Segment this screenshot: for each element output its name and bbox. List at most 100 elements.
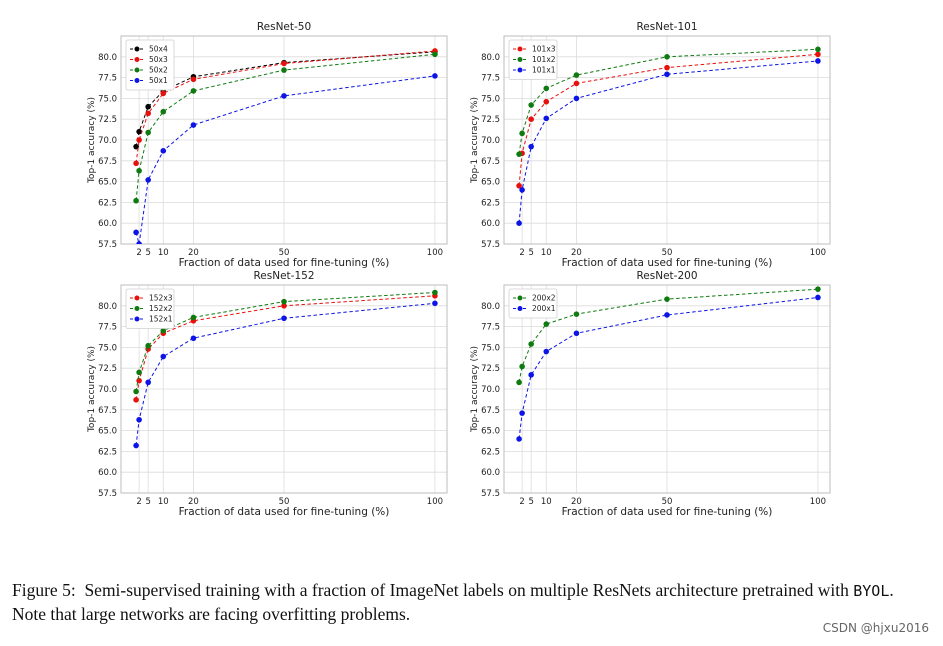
y-tick-label: 70.0 <box>481 136 500 146</box>
legend-label: 101x3 <box>532 45 556 54</box>
caption-text-part2: . Note that large networks are facing ov… <box>12 580 894 624</box>
y-tick-label: 70.0 <box>98 385 117 395</box>
legend-label: 200x2 <box>532 294 556 303</box>
legend-label: 152x1 <box>149 315 173 324</box>
x-tick-label: 20 <box>571 248 582 258</box>
legend-label: 50x4 <box>149 45 168 54</box>
y-axis-label: Top-1 accuracy (%) <box>470 346 480 433</box>
y-tick-label: 77.5 <box>98 323 117 333</box>
data-point-200x2 <box>528 341 534 347</box>
watermark: CSDN @hjxu2016 <box>822 621 929 635</box>
y-tick-label: 70.0 <box>481 385 500 395</box>
y-tick-label: 67.5 <box>481 157 500 167</box>
series-group <box>133 289 438 449</box>
data-point-50x2 <box>145 129 151 136</box>
data-point-101x2 <box>664 54 670 60</box>
y-tick-label: 67.5 <box>481 406 500 416</box>
x-tick-label: 20 <box>188 497 199 507</box>
y-tick-label: 75.0 <box>481 94 500 104</box>
y-tick-label: 65.0 <box>481 427 500 437</box>
legend-marker <box>134 295 140 301</box>
y-tick-label: 60.0 <box>481 219 500 229</box>
x-tick-label: 5 <box>145 248 150 258</box>
y-tick-label: 62.5 <box>98 198 117 208</box>
data-point-50x4 <box>136 128 142 135</box>
legend-label: 50x2 <box>149 66 168 75</box>
data-point-50x1 <box>190 122 197 128</box>
figure-panels: ResNet-50 57.5 60.0 62.5 65.0 67.5 70.0 72.5 75.… <box>87 21 831 518</box>
data-point-101x3 <box>516 182 522 189</box>
y-tick-label: 75.0 <box>98 343 117 353</box>
x-tick-label: 50 <box>662 248 673 258</box>
data-point-152x3 <box>133 397 139 403</box>
data-point-152x2 <box>281 298 287 305</box>
data-point-152x2 <box>145 342 151 349</box>
x-tick-label: 100 <box>810 248 826 258</box>
y-tick-label: 65.0 <box>481 178 500 188</box>
y-tick-label: 65.0 <box>98 178 117 188</box>
data-point-200x2 <box>664 296 670 302</box>
y-tick-label: 75.0 <box>98 94 117 104</box>
x-tick-label: 10 <box>158 248 169 258</box>
legend-marker <box>517 57 523 62</box>
data-point-50x3 <box>160 90 167 97</box>
legend-label: 50x3 <box>149 55 168 64</box>
data-point-200x1 <box>519 410 525 416</box>
data-point-101x2 <box>543 85 550 92</box>
data-point-200x1 <box>573 330 580 337</box>
chart-3: ResNet-152 57.5 60.0 62.5 65.0 67.5 70.0 72.5 75… <box>87 270 448 518</box>
data-point-152x3 <box>281 303 287 309</box>
data-point-101x1 <box>519 187 525 193</box>
data-point-152x1 <box>133 442 139 449</box>
legend-label: 50x1 <box>149 76 168 85</box>
y-tick-label: 80.0 <box>481 53 500 63</box>
data-point-50x3 <box>281 60 287 67</box>
y-tick-label: 72.5 <box>98 115 117 125</box>
data-point-50x2 <box>190 88 197 94</box>
data-point-50x2 <box>136 167 142 174</box>
data-point-152x2 <box>136 369 142 376</box>
y-tick-label: 77.5 <box>98 74 117 84</box>
x-tick-label: 5 <box>528 497 533 507</box>
x-tick-label: 50 <box>279 497 290 507</box>
legend-marker <box>134 46 140 52</box>
caption-byol: BYOL <box>853 582 890 600</box>
data-point-50x1 <box>160 148 167 154</box>
data-point-101x2 <box>528 102 534 108</box>
legend-marker <box>517 306 523 311</box>
plot-frame <box>503 35 831 245</box>
data-point-50x1 <box>133 229 139 236</box>
data-point-200x2 <box>815 286 821 292</box>
data-point-101x1 <box>543 115 550 122</box>
data-point-200x2 <box>573 311 580 317</box>
legend-box <box>125 39 175 91</box>
data-point-50x3 <box>133 160 139 167</box>
y-axis-label: Top-1 accuracy (%) <box>87 97 97 184</box>
x-tick-label: 20 <box>571 497 582 507</box>
data-point-50x2 <box>281 67 287 73</box>
series-group <box>516 46 821 226</box>
chart-2: ResNet-101 57.5 60.0 62.5 65.0 67.5 70.0 72.5 75… <box>470 21 831 269</box>
y-tick-label: 57.5 <box>98 240 117 250</box>
caption-text-part1: Semi-supervised training with a fraction… <box>84 580 854 600</box>
data-point-101x3 <box>528 116 534 122</box>
data-point-50x1 <box>145 177 151 183</box>
y-tick-label: 65.0 <box>98 427 117 437</box>
data-point-200x2 <box>519 363 525 370</box>
legend-label: 200x1 <box>532 304 556 313</box>
legend-marker <box>517 46 523 52</box>
y-tick-label: 75.0 <box>481 343 500 353</box>
y-tick-label: 80.0 <box>481 302 500 312</box>
y-tick-label: 57.5 <box>98 489 117 499</box>
legend-marker <box>134 57 140 62</box>
y-tick-label: 77.5 <box>481 323 500 333</box>
y-tick-label: 67.5 <box>98 406 117 416</box>
y-axis-label: Top-1 accuracy (%) <box>87 346 97 433</box>
data-point-101x3 <box>664 64 670 71</box>
y-tick-label: 57.5 <box>481 240 500 250</box>
data-point-152x1 <box>432 300 438 307</box>
data-point-200x2 <box>543 321 550 327</box>
